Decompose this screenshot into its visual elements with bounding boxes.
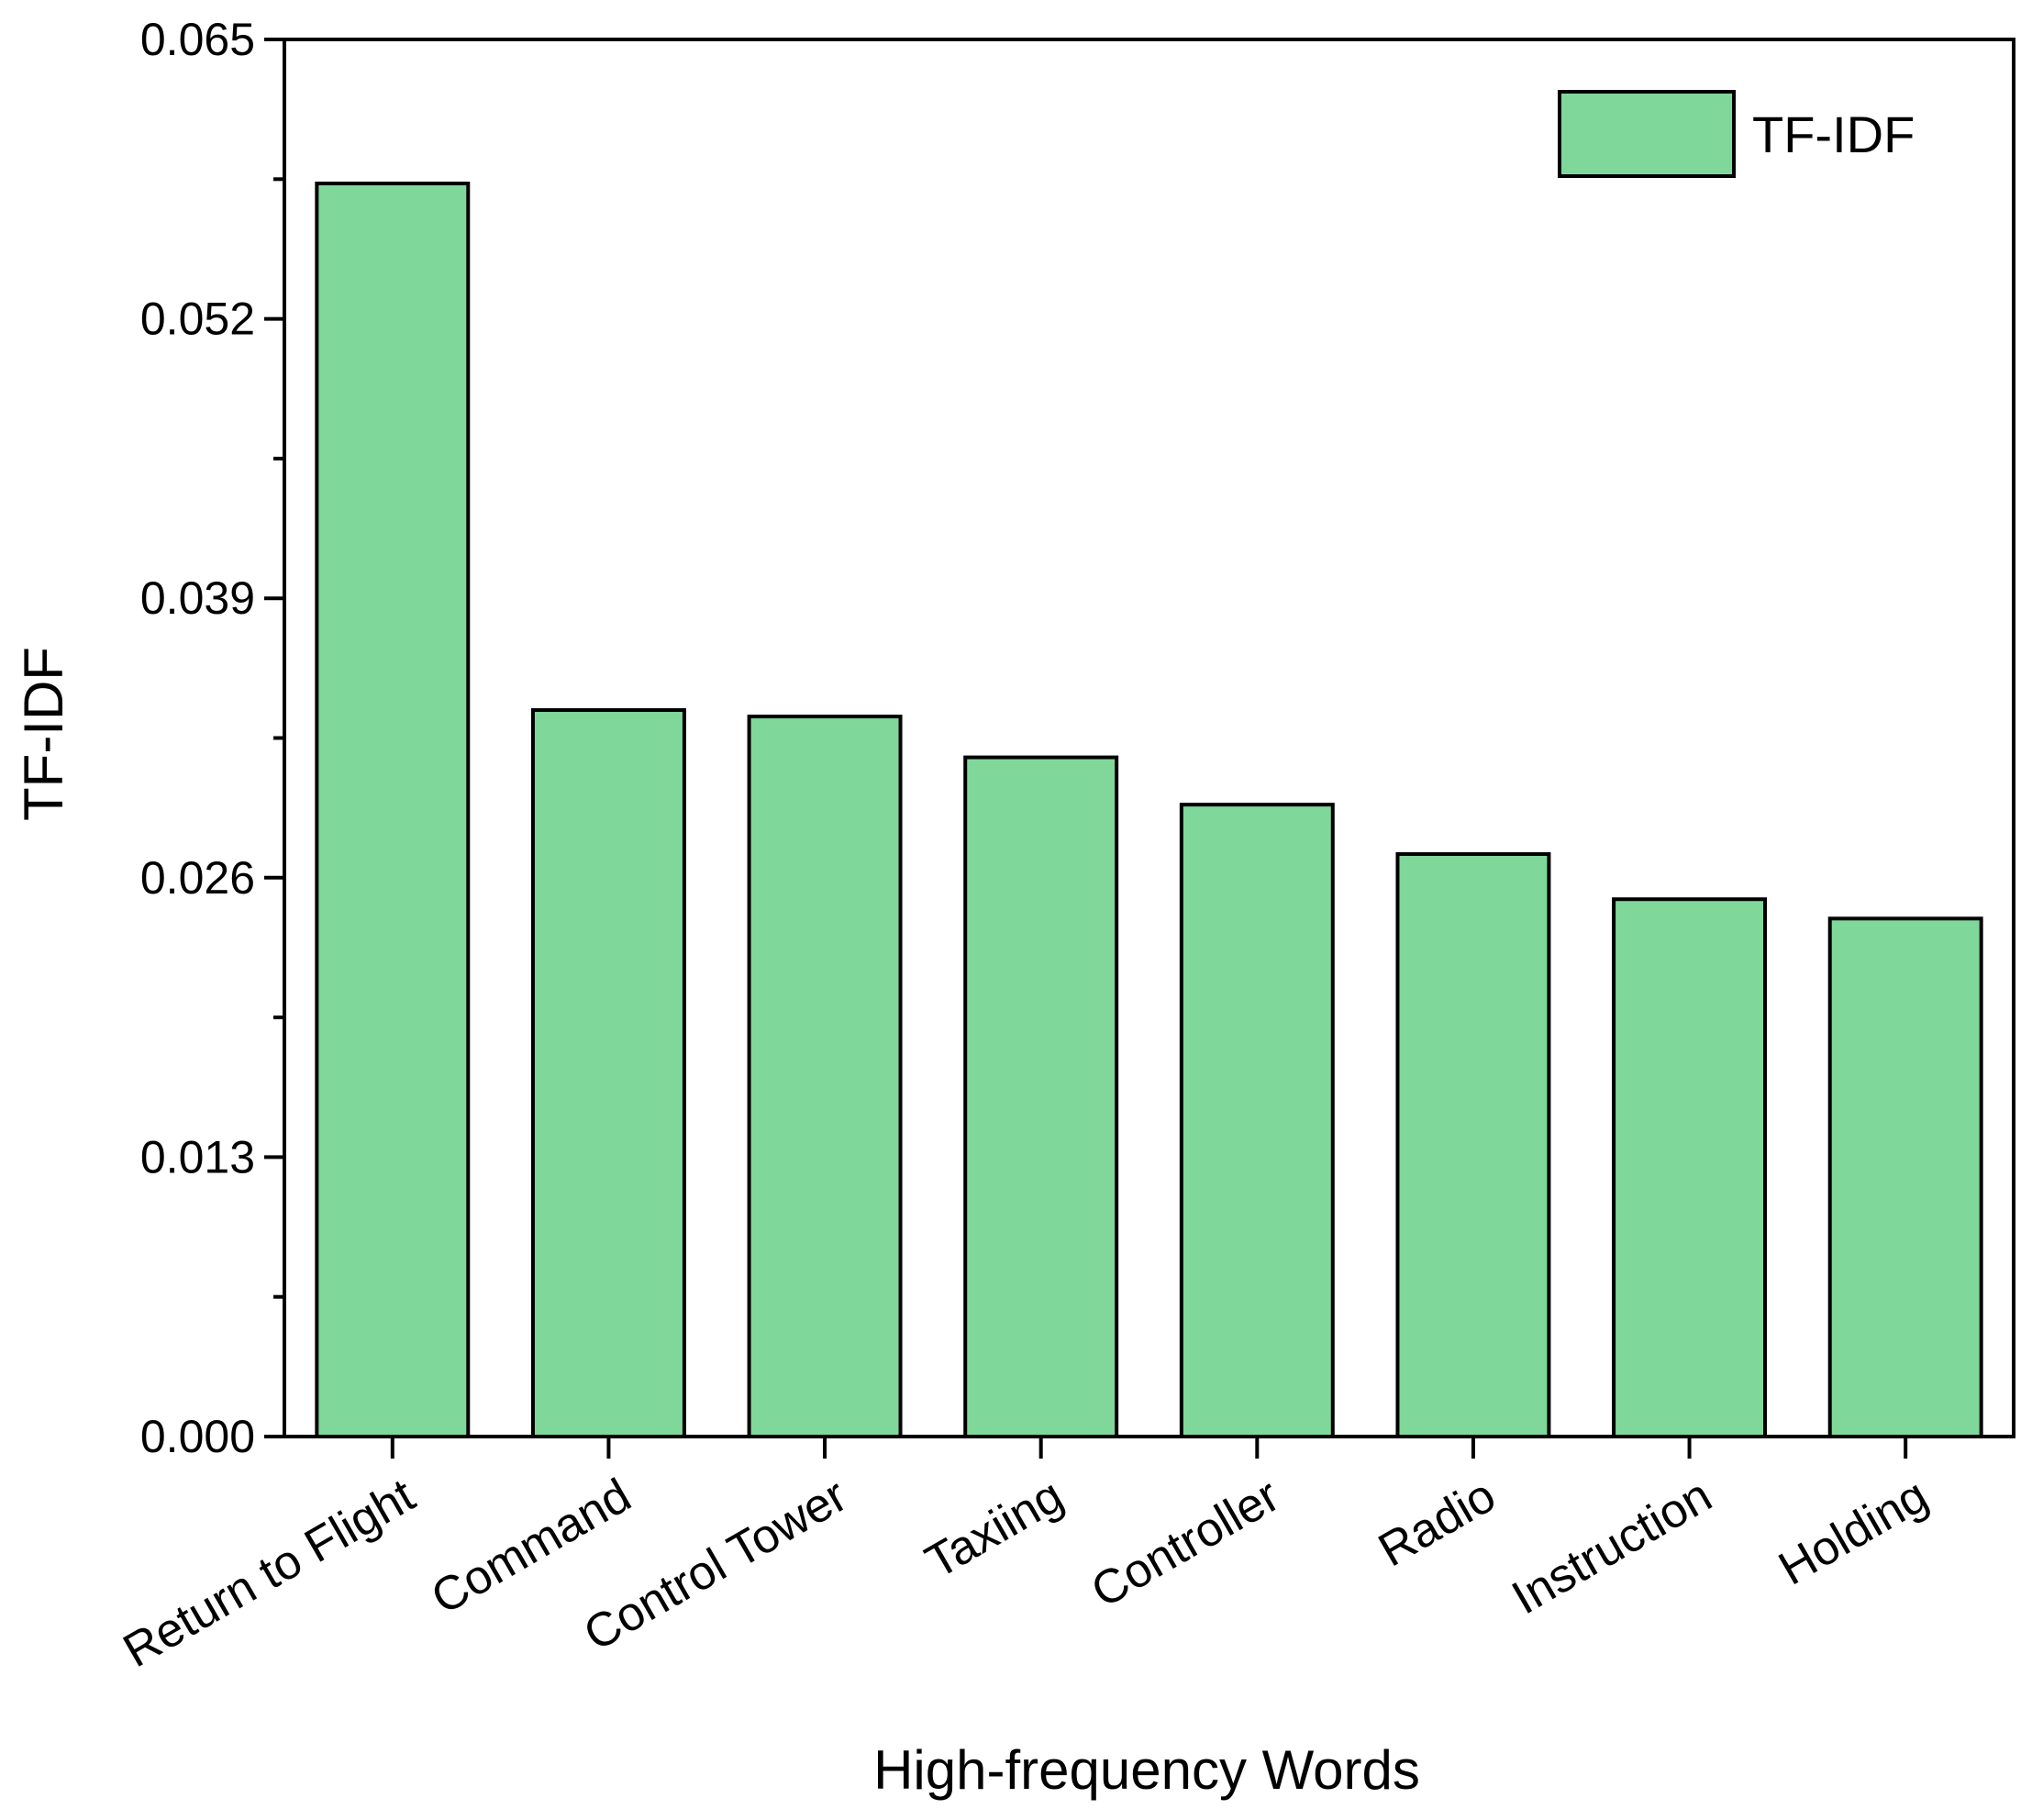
x-category-label: Return to Flight bbox=[115, 1469, 424, 1678]
x-category-label: Taxiing bbox=[916, 1469, 1072, 1589]
bars-layer bbox=[315, 181, 1983, 1438]
x-category-label: Holding bbox=[1770, 1469, 1937, 1595]
y-tick-label: 0.000 bbox=[140, 1411, 255, 1462]
x-category-label: Instruction bbox=[1504, 1469, 1721, 1625]
y-tick-label: 0.026 bbox=[140, 852, 255, 904]
legend: TF-IDF bbox=[1558, 90, 1915, 178]
bar-radio bbox=[1395, 852, 1551, 1438]
x-axis-title: High-frequency Words bbox=[873, 1739, 1420, 1801]
y-tick-label: 0.065 bbox=[140, 14, 255, 65]
y-axis-title: TF-IDF bbox=[13, 647, 74, 821]
bar-control-tower bbox=[747, 715, 903, 1438]
bar-controller bbox=[1179, 803, 1335, 1438]
bar-holding bbox=[1827, 916, 1983, 1438]
y-tick-label: 0.039 bbox=[140, 572, 255, 624]
bar-command bbox=[530, 708, 686, 1438]
x-category-label: Controller bbox=[1083, 1469, 1288, 1618]
bar-return-to-flight bbox=[315, 181, 471, 1438]
legend-swatch bbox=[1558, 90, 1736, 178]
y-tick-label: 0.052 bbox=[140, 294, 255, 345]
legend-label: TF-IDF bbox=[1752, 105, 1915, 163]
bar-instruction bbox=[1612, 897, 1768, 1438]
x-category-label: Radio bbox=[1370, 1469, 1505, 1577]
bar-taxiing bbox=[963, 755, 1119, 1438]
y-tick-label: 0.013 bbox=[140, 1131, 255, 1182]
